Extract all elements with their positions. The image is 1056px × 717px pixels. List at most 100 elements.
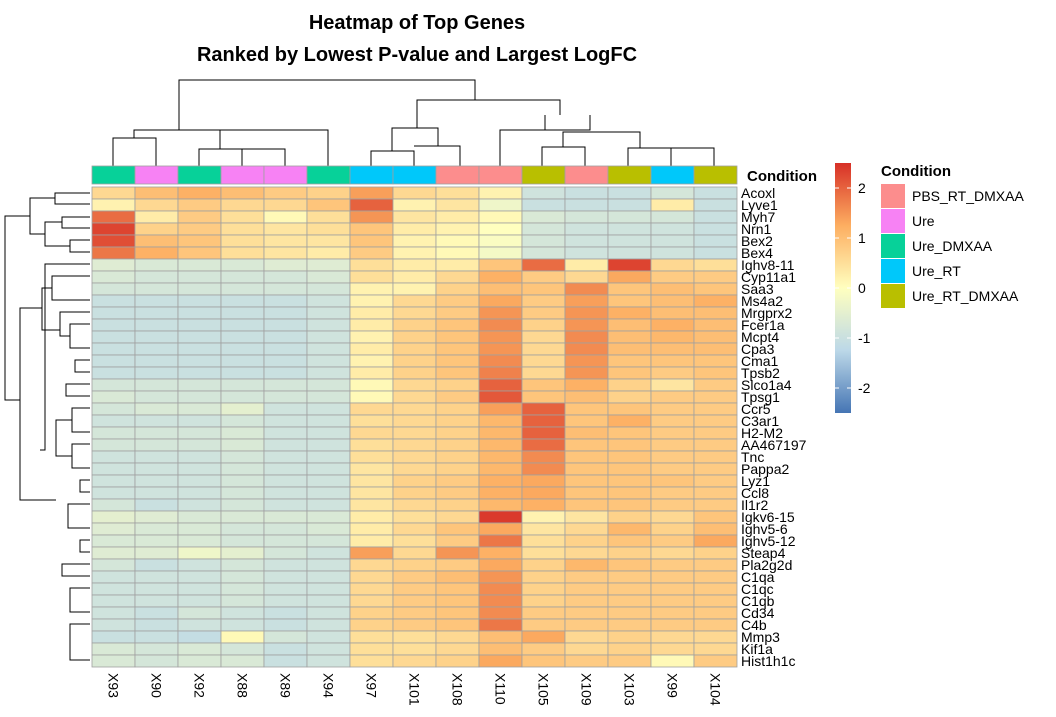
heatmap-cell	[564, 642, 609, 656]
color-scale-ticks: 2 1 0 -1 -2	[835, 180, 871, 396]
heatmap-cell	[650, 474, 695, 488]
heatmap-cell	[650, 402, 695, 416]
heatmap-cell	[521, 366, 566, 380]
heatmap-cell	[607, 198, 652, 212]
heatmap-cell	[564, 474, 609, 488]
heatmap-cell	[220, 606, 265, 620]
heatmap-cell	[177, 258, 222, 272]
heatmap-cell	[693, 210, 738, 224]
heatmap-cell	[607, 306, 652, 320]
heatmap-cell	[263, 582, 308, 596]
heatmap-cell	[349, 450, 394, 464]
heatmap-cell	[177, 618, 222, 632]
row-label: Acoxl	[741, 185, 775, 201]
heatmap-cell	[263, 558, 308, 572]
row-label: Tnc	[741, 449, 764, 465]
heatmap-cell	[650, 450, 695, 464]
heatmap-cell	[91, 606, 136, 620]
heatmap-cell	[435, 546, 480, 560]
heatmap-cell	[349, 630, 394, 644]
heatmap-cell	[478, 402, 523, 416]
heatmap-cell	[306, 570, 351, 584]
heatmap-cell	[650, 210, 695, 224]
heatmap-cell	[435, 522, 480, 536]
heatmap-cell	[435, 378, 480, 392]
heatmap-cell	[349, 486, 394, 500]
heatmap-cell	[91, 546, 136, 560]
heatmap-cell	[607, 474, 652, 488]
heatmap-cell	[263, 630, 308, 644]
heatmap-cell	[693, 198, 738, 212]
heatmap-cell	[177, 426, 222, 440]
heatmap-cell	[478, 414, 523, 428]
condition-cell	[220, 165, 265, 185]
heatmap-cell	[134, 402, 179, 416]
heatmap-cell	[306, 594, 351, 608]
condition-cell	[650, 165, 695, 185]
heatmap-cell	[693, 426, 738, 440]
heatmap-cell	[693, 534, 738, 548]
heatmap-cell	[91, 198, 136, 212]
heatmap-cell	[134, 414, 179, 428]
heatmap-cell	[177, 582, 222, 596]
heatmap-cell	[306, 342, 351, 356]
heatmap-cell	[220, 618, 265, 632]
heatmap-cell	[306, 378, 351, 392]
heatmap-cell	[220, 210, 265, 224]
heatmap-cell	[478, 330, 523, 344]
heatmap-cell	[91, 594, 136, 608]
heatmap-cell	[263, 390, 308, 404]
heatmap-cell	[392, 402, 437, 416]
heatmap-cell	[349, 642, 394, 656]
heatmap-cell	[564, 246, 609, 260]
heatmap-cell	[91, 330, 136, 344]
heatmap-cell	[349, 318, 394, 332]
row-label: Fcer1a	[741, 317, 785, 333]
heatmap-cell	[650, 186, 695, 200]
heatmap-cell	[564, 282, 609, 296]
heatmap-cells	[91, 186, 738, 668]
heatmap-cell	[693, 474, 738, 488]
heatmap-cell	[91, 462, 136, 476]
heatmap-cell	[435, 594, 480, 608]
heatmap-cell	[306, 450, 351, 464]
heatmap-cell	[134, 294, 179, 308]
heatmap-cell	[521, 534, 566, 548]
heatmap-cell	[91, 474, 136, 488]
heatmap-cell	[220, 426, 265, 440]
heatmap-cell	[435, 270, 480, 284]
heatmap-cell	[650, 390, 695, 404]
heatmap-cell	[392, 558, 437, 572]
heatmap-cell	[607, 498, 652, 512]
heatmap-cell	[693, 270, 738, 284]
heatmap-cell	[564, 594, 609, 608]
heatmap-cell	[392, 594, 437, 608]
heatmap-cell	[220, 222, 265, 236]
row-label: Ighv5-12	[741, 533, 796, 549]
row-label: Il1r2	[741, 497, 768, 513]
heatmap-cell	[177, 234, 222, 248]
heatmap-cell	[263, 498, 308, 512]
heatmap-cell	[607, 426, 652, 440]
heatmap-cell	[91, 486, 136, 500]
heatmap-cell	[263, 306, 308, 320]
heatmap-cell	[91, 258, 136, 272]
heatmap-cell	[306, 498, 351, 512]
heatmap-cell	[564, 426, 609, 440]
heatmap-cell	[478, 642, 523, 656]
heatmap-cell	[435, 450, 480, 464]
heatmap-cell	[349, 222, 394, 236]
condition-cell	[134, 165, 179, 185]
heatmap-cell	[220, 522, 265, 536]
heatmap-cell	[564, 414, 609, 428]
heatmap-cell	[349, 522, 394, 536]
row-label: Lyz1	[741, 473, 770, 489]
heatmap-cell	[693, 486, 738, 500]
heatmap-cell	[435, 510, 480, 524]
heatmap-cell	[564, 402, 609, 416]
row-label: H2-M2	[741, 425, 783, 441]
heatmap-cell	[650, 282, 695, 296]
heatmap-cell	[134, 258, 179, 272]
column-label: X97	[364, 673, 380, 698]
